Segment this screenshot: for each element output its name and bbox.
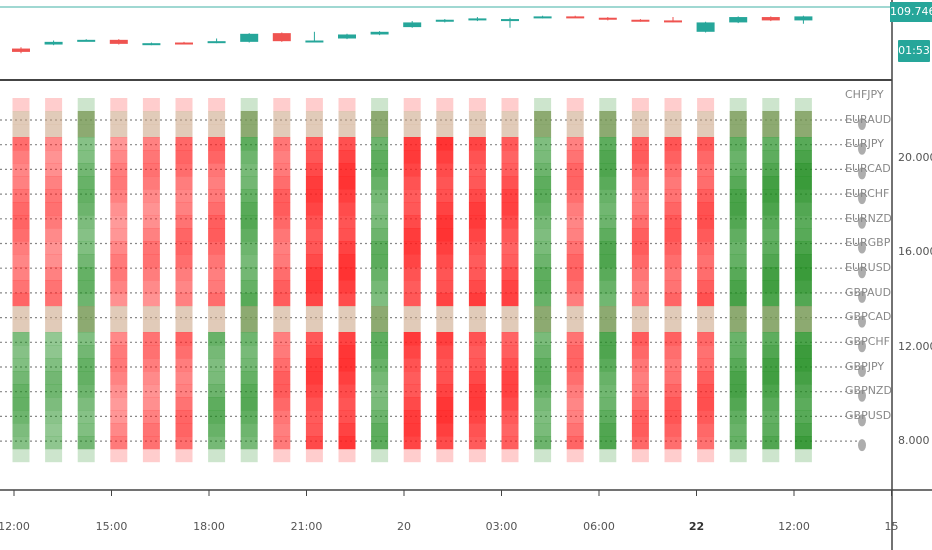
- candle: [696, 21, 715, 33]
- bar-countdown-badge: 01:53: [898, 40, 930, 62]
- strength-column: [501, 98, 519, 463]
- strength-column: [273, 98, 291, 463]
- x-tick-label: 20: [397, 520, 411, 533]
- x-tick-label: 15:00: [95, 520, 128, 533]
- indicator-pane[interactable]: [0, 98, 866, 463]
- pair-marker: [858, 142, 866, 155]
- pair-label: CHFJPY: [845, 88, 884, 101]
- strength-column: [45, 98, 63, 463]
- x-tick-label: 21:00: [290, 520, 323, 533]
- candle: [435, 19, 454, 23]
- strength-column: [175, 98, 193, 463]
- pair-marker: [858, 266, 866, 279]
- pair-marker: [858, 118, 866, 130]
- strength-column: [599, 98, 617, 463]
- pair-marker: [858, 315, 866, 328]
- candle: [794, 15, 813, 24]
- x-tick-label: 15: [884, 520, 899, 533]
- pair-label: EURGBP: [845, 236, 891, 250]
- strength-column: [794, 98, 812, 463]
- candle: [370, 31, 389, 36]
- candle: [664, 17, 682, 23]
- strength-column: [566, 98, 584, 463]
- pair-label: GBPUSD: [845, 409, 892, 423]
- candle: [77, 39, 96, 42]
- strength-column: [534, 98, 552, 463]
- pair-label: GBPNZD: [845, 384, 892, 398]
- y-tick-label: 20.000: [898, 151, 932, 164]
- current-price-badge: 109.746: [890, 2, 932, 22]
- strength-column: [12, 98, 30, 463]
- candle: [175, 41, 193, 45]
- price-pane[interactable]: [0, 6, 892, 54]
- pair-label: EURNZD: [845, 211, 892, 225]
- pair-label: EURAUD: [845, 112, 892, 126]
- candle: [566, 15, 585, 19]
- pair-label: GBPCAD: [845, 310, 892, 324]
- candle: [207, 38, 226, 44]
- strength-column: [436, 98, 454, 463]
- pair-label: EURUSD: [845, 260, 892, 274]
- x-tick-label: 18:00: [193, 520, 225, 533]
- strength-column: [697, 98, 715, 463]
- candle: [44, 40, 63, 46]
- pair-label: EURJPY: [845, 137, 884, 151]
- strength-column: [403, 98, 421, 463]
- candle: [272, 32, 291, 42]
- pair-label: GBPCHF: [845, 335, 890, 348]
- candle: [631, 19, 650, 22]
- pair-label: GBPJPY: [845, 359, 885, 373]
- strength-column: [729, 98, 747, 463]
- pair-marker: [858, 414, 866, 427]
- pair-marker: [858, 439, 866, 452]
- strength-column: [371, 98, 389, 463]
- strength-column: [142, 98, 160, 463]
- pair-marker: [858, 192, 866, 205]
- strength-column: [305, 98, 323, 463]
- x-tick-label: 12:00: [0, 520, 30, 533]
- pair-marker: [858, 365, 866, 377]
- y-tick-label: 12.000: [898, 339, 932, 353]
- pair-label: EURCHF: [845, 186, 890, 200]
- candle: [468, 17, 487, 22]
- x-tick-label: 06:00: [583, 520, 615, 533]
- strength-column: [631, 98, 649, 463]
- candle: [338, 33, 356, 40]
- strength-column: [77, 98, 95, 463]
- pair-marker: [858, 241, 866, 254]
- strength-column: [110, 98, 128, 463]
- candle: [501, 17, 519, 28]
- candle: [533, 15, 552, 19]
- candle: [403, 21, 422, 28]
- pair-marker: [858, 167, 866, 180]
- pair-marker: [858, 290, 866, 303]
- x-tick-label: 22: [688, 520, 705, 533]
- candle: [142, 42, 161, 46]
- pair-marker: [858, 216, 866, 229]
- candle: [729, 16, 748, 24]
- strength-column: [338, 98, 356, 463]
- pair-marker: [858, 389, 866, 402]
- pair-label: EURCAD: [845, 162, 891, 176]
- candle: [598, 17, 617, 21]
- pair-marker: [858, 340, 866, 353]
- strength-column: [240, 98, 258, 463]
- candle: [109, 39, 128, 45]
- candle: [305, 31, 324, 43]
- x-tick-label: 12:00: [778, 520, 810, 533]
- strength-column: [762, 98, 780, 463]
- strength-column: [468, 98, 486, 463]
- strength-column: [664, 98, 682, 463]
- x-tick-label: 03:00: [485, 520, 518, 533]
- candle: [761, 16, 780, 22]
- pair-label: GBPAUD: [845, 285, 892, 299]
- candle: [12, 47, 30, 54]
- y-tick-label: 8.000: [898, 434, 930, 447]
- candle: [240, 33, 259, 43]
- y-tick-label: 16.000: [898, 245, 932, 259]
- strength-column: [208, 98, 226, 463]
